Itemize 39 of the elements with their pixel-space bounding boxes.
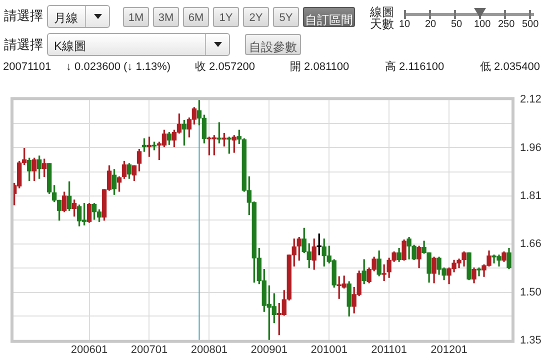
y-tick-label: 2.12 xyxy=(520,94,542,106)
text: 1Y xyxy=(213,7,239,27)
text: 請選擇 xyxy=(4,8,43,23)
x-tick-label: 201101 xyxy=(371,344,408,355)
text: 高 2.116100 xyxy=(385,61,444,73)
text: 自設參數 xyxy=(245,34,301,55)
text: 月線 xyxy=(47,5,110,28)
x-tick-label: 201201 xyxy=(430,344,468,355)
text: 50 xyxy=(451,19,462,30)
text: 20 xyxy=(425,19,436,30)
y-tick-label: 1.35 xyxy=(520,334,542,346)
text: 請選擇 xyxy=(4,37,43,52)
text: 2Y xyxy=(243,7,269,27)
text: 10 xyxy=(399,19,410,30)
text: 250 xyxy=(498,19,515,30)
x-tick-label: 200801 xyxy=(190,344,228,355)
text: 100 xyxy=(474,19,491,30)
x-tick-label: 201001 xyxy=(310,344,348,355)
text: 6M xyxy=(183,7,209,27)
text: 線圖天數 xyxy=(370,5,395,31)
text: 20071101 xyxy=(3,61,52,73)
text: 低 2.035400 xyxy=(480,61,540,73)
text: 500 xyxy=(522,19,539,30)
text: 收 2.057200 xyxy=(195,61,255,73)
candlestick xyxy=(476,267,482,276)
text: K線圖 xyxy=(47,33,230,56)
y-tick-label: 1.50 xyxy=(520,286,542,298)
x-tick-label: 200901 xyxy=(250,344,288,355)
text: 開 2.081100 xyxy=(290,61,350,73)
text: 5Y xyxy=(273,7,299,27)
y-tick-label: 1.81 xyxy=(520,190,542,202)
text: 自訂區間 xyxy=(303,7,355,27)
text: ↓ 0.023600 (↓ 1.13%) xyxy=(66,61,171,73)
x-tick-label: 200701 xyxy=(130,344,168,355)
x-tick-label: 200601 xyxy=(70,344,108,355)
y-tick-label: 1.96 xyxy=(520,142,542,154)
text: 3M xyxy=(153,7,179,27)
text: 1M xyxy=(123,7,149,27)
y-tick-label: 1.66 xyxy=(520,238,542,250)
